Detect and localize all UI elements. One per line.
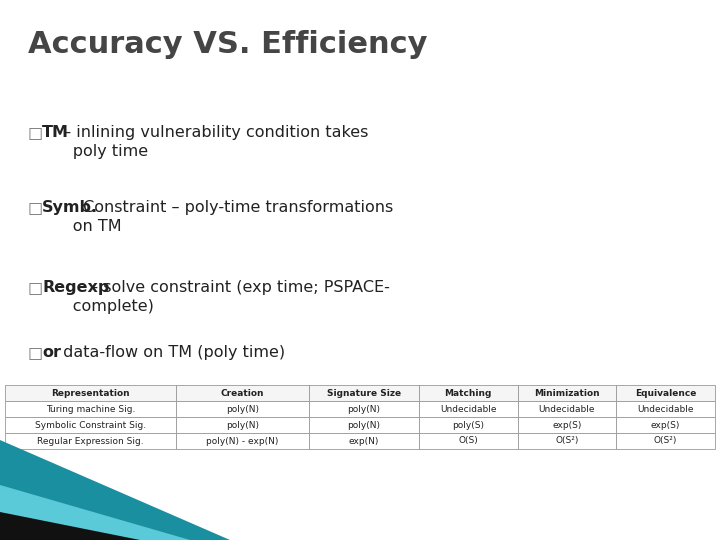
Bar bbox=[616, 417, 715, 433]
Text: exp(S): exp(S) bbox=[651, 421, 680, 429]
Polygon shape bbox=[0, 512, 140, 540]
Bar bbox=[309, 401, 419, 417]
Text: Regular Expression Sig.: Regular Expression Sig. bbox=[37, 436, 144, 446]
Bar bbox=[419, 417, 518, 433]
Bar bbox=[5, 401, 176, 417]
Text: O(S): O(S) bbox=[459, 436, 478, 446]
Bar bbox=[518, 401, 616, 417]
Bar bbox=[5, 433, 176, 449]
Bar bbox=[176, 417, 309, 433]
Bar bbox=[518, 433, 616, 449]
Bar bbox=[309, 417, 419, 433]
Text: poly time: poly time bbox=[42, 144, 148, 159]
Text: Regexp: Regexp bbox=[42, 280, 109, 295]
Text: poly(N): poly(N) bbox=[347, 404, 380, 414]
Text: exp(S): exp(S) bbox=[552, 421, 582, 429]
Text: – inlining vulnerability condition takes: – inlining vulnerability condition takes bbox=[58, 125, 368, 140]
Text: Matching: Matching bbox=[444, 388, 492, 397]
Bar bbox=[616, 433, 715, 449]
Text: Symbolic Constraint Sig.: Symbolic Constraint Sig. bbox=[35, 421, 146, 429]
Text: Symb.: Symb. bbox=[42, 200, 98, 215]
Text: exp(N): exp(N) bbox=[348, 436, 379, 446]
Polygon shape bbox=[0, 440, 230, 540]
Text: Turing machine Sig.: Turing machine Sig. bbox=[46, 404, 135, 414]
Text: □: □ bbox=[28, 280, 43, 295]
Text: on TM: on TM bbox=[42, 219, 122, 234]
Text: Signature Size: Signature Size bbox=[327, 388, 401, 397]
Bar bbox=[616, 385, 715, 401]
Polygon shape bbox=[0, 485, 190, 540]
Bar bbox=[176, 385, 309, 401]
Text: poly(N) - exp(N): poly(N) - exp(N) bbox=[206, 436, 279, 446]
Text: poly(S): poly(S) bbox=[452, 421, 485, 429]
Text: poly(N): poly(N) bbox=[226, 421, 258, 429]
Bar bbox=[309, 385, 419, 401]
Text: Constraint – poly-time transformations: Constraint – poly-time transformations bbox=[78, 200, 393, 215]
Text: or: or bbox=[42, 345, 61, 360]
Text: Equivalence: Equivalence bbox=[635, 388, 696, 397]
Bar bbox=[518, 417, 616, 433]
Text: Minimization: Minimization bbox=[534, 388, 600, 397]
Text: □: □ bbox=[28, 345, 43, 360]
Text: O(S²): O(S²) bbox=[555, 436, 579, 446]
Text: Undecidable: Undecidable bbox=[440, 404, 497, 414]
Bar bbox=[176, 433, 309, 449]
Text: poly(N): poly(N) bbox=[347, 421, 380, 429]
Text: – solve constraint (exp time; PSPACE-: – solve constraint (exp time; PSPACE- bbox=[85, 280, 390, 295]
Bar bbox=[419, 433, 518, 449]
Text: O(S²): O(S²) bbox=[654, 436, 678, 446]
Bar bbox=[518, 385, 616, 401]
Text: □: □ bbox=[28, 125, 43, 140]
Text: □: □ bbox=[28, 200, 43, 215]
Text: Undecidable: Undecidable bbox=[637, 404, 694, 414]
Text: poly(N): poly(N) bbox=[226, 404, 258, 414]
Bar bbox=[616, 401, 715, 417]
Bar bbox=[309, 433, 419, 449]
Bar bbox=[176, 401, 309, 417]
Text: complete): complete) bbox=[42, 299, 154, 314]
Text: Undecidable: Undecidable bbox=[539, 404, 595, 414]
Text: TM: TM bbox=[42, 125, 69, 140]
Text: Accuracy VS. Efficiency: Accuracy VS. Efficiency bbox=[28, 30, 428, 59]
Bar bbox=[419, 385, 518, 401]
Text: data-flow on TM (poly time): data-flow on TM (poly time) bbox=[58, 345, 284, 360]
Bar bbox=[5, 417, 176, 433]
Bar bbox=[419, 401, 518, 417]
Text: Creation: Creation bbox=[220, 388, 264, 397]
Bar bbox=[5, 385, 176, 401]
Text: Representation: Representation bbox=[51, 388, 130, 397]
